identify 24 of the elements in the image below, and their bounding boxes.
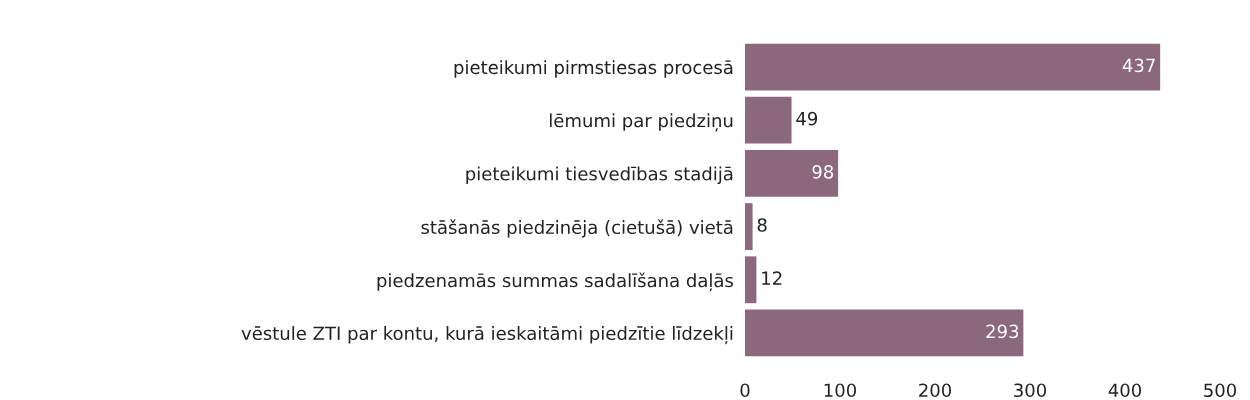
bar	[745, 309, 1024, 357]
y-tick-label: stāšanās piedzinēja (cietušā) vietā	[421, 219, 733, 238]
y-tick-label: piedzenamās summas sadalīšana daļās	[377, 272, 734, 292]
x-tick-label: 100	[824, 383, 857, 398]
x-tick-label: 200	[919, 383, 952, 398]
y-tick-label: lēmumi par piedziņu	[549, 113, 733, 132]
x-tick-label: 0	[740, 383, 750, 398]
data-label: 437	[1122, 58, 1155, 73]
bar	[745, 256, 757, 304]
y-tick-label: vēstule ZTI par kontu, kurā ieskaitāmi piedzītie līdzekļi	[241, 326, 733, 345]
bar	[745, 96, 792, 144]
bar	[745, 43, 1161, 91]
y-tick-label: pieteikumi pirmstiesas procesā	[454, 60, 733, 78]
data-label: 12	[762, 271, 782, 285]
bar	[745, 203, 753, 250]
data-label: 8	[757, 218, 767, 232]
data-label: 293	[986, 324, 1019, 339]
data-label: 49	[796, 111, 818, 126]
y-tick-label: pieteikumi tiesvedības stadijā	[466, 166, 733, 185]
bar	[745, 150, 839, 197]
x-tick-label: 300	[1014, 383, 1047, 398]
data-label: 98	[812, 164, 834, 179]
x-tick-label: 500	[1204, 383, 1237, 398]
x-tick-label: 400	[1108, 383, 1142, 398]
